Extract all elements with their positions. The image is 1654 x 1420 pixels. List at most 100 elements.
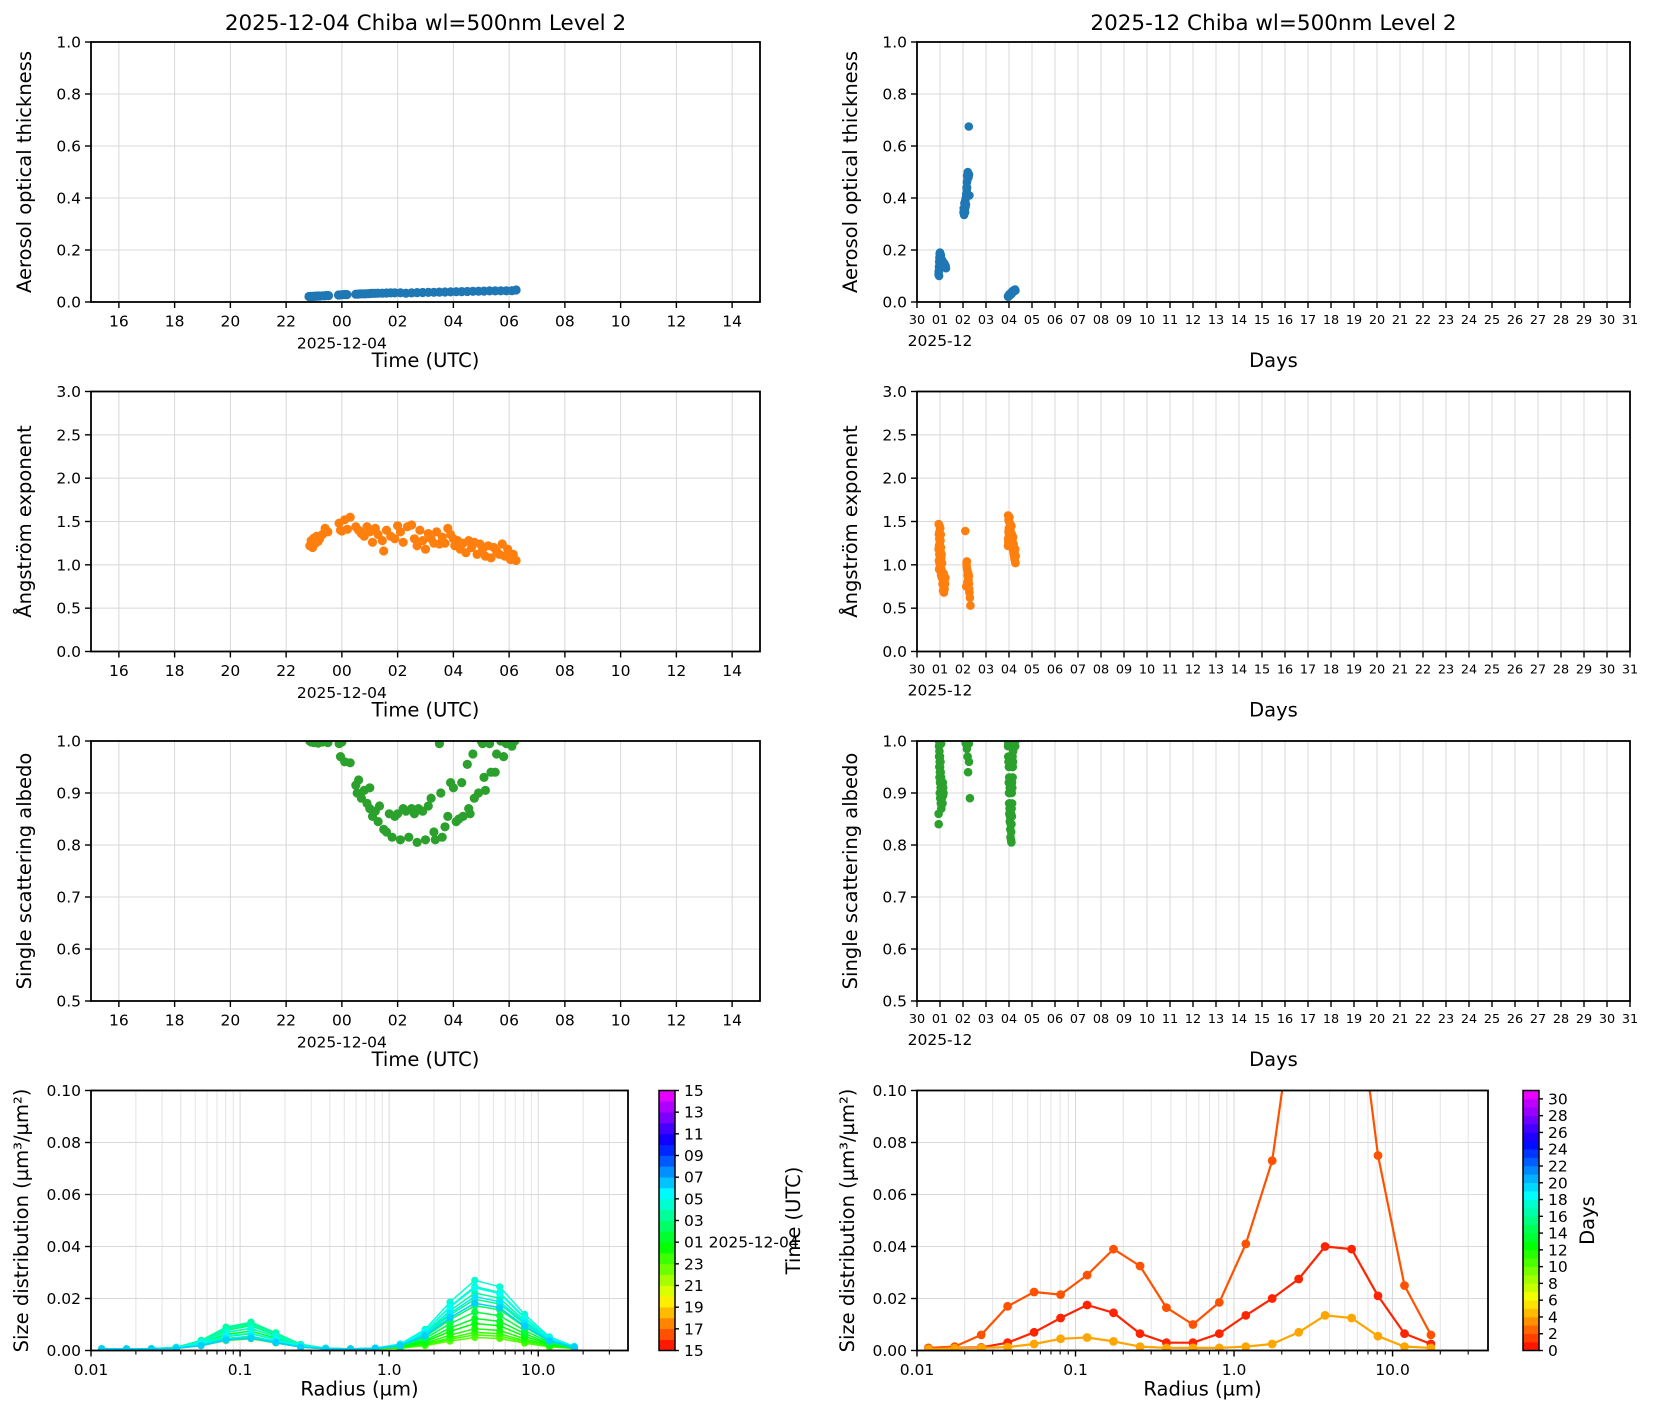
aot-daily-xtick: 10 — [611, 313, 631, 331]
aot-daily-xtick-date: 2025-12-04 — [297, 335, 387, 353]
ssa-daily-ylabel: Single scattering albedo — [13, 753, 36, 990]
ssa-daily-xtick: 20 — [221, 1012, 241, 1030]
ssa-monthly-xtick: 28 — [1553, 1012, 1569, 1027]
colorbar-days-tick: 22 — [1548, 1157, 1568, 1175]
ssa-daily-plot-border — [90, 740, 761, 1002]
angstrom-monthly-xtick: 04 — [1001, 662, 1017, 677]
size-distribution-daily-axis-ticks: 0.01 0.1 1.0 10.0 0.00 0.02 0.04 0.06 0.08 0.10 — [46, 1082, 610, 1379]
angstrom-monthly-xtick: 26 — [1507, 662, 1523, 677]
angstrom-daily-ytick: 0.5 — [56, 600, 81, 618]
ssa-daily-xtick: 08 — [555, 1012, 575, 1030]
angstrom-monthly-xtick: 16 — [1277, 662, 1293, 677]
colorbar-time-tick: 23 — [684, 1255, 704, 1273]
ssa-monthly-xtick: 09 — [1116, 1012, 1132, 1027]
angstrom-monthly-xtick: 10 — [1139, 662, 1155, 677]
aot-daily-xtick: 18 — [165, 313, 185, 331]
angstrom-daily-xtick: 16 — [109, 662, 129, 680]
aot-monthly-xtick: 30 — [909, 313, 925, 328]
aot-monthly-xtick: 22 — [1415, 313, 1431, 328]
ssa-monthly-xtick: 26 — [1507, 1012, 1523, 1027]
single-scattering-albedo-monthly — [934, 741, 1020, 847]
angstrom-daily-ytick: 1.0 — [56, 556, 81, 574]
aot-monthly-xtick: 28 — [1553, 313, 1569, 328]
size-distribution-daily-ylabel: Size distribution (µm³/µm²) — [10, 1089, 33, 1353]
colorbar-time-tick: 01 2025-12-04 — [684, 1234, 799, 1252]
aot-daily-xtick: 06 — [499, 313, 519, 331]
size-distribution-monthly-ylabel: Size distribution (µm³/µm²) — [836, 1089, 859, 1353]
ssa-monthly-ytick: 1.0 — [882, 733, 907, 751]
size-distribution-monthly-ytick: 0.00 — [872, 1342, 907, 1360]
angstrom-monthly-xtick: 21 — [1392, 662, 1408, 677]
aot-monthly-ytick: 0.8 — [882, 86, 907, 104]
angstrom-monthly-ytick: 1.0 — [882, 556, 907, 574]
angstrom-monthly-xtick: 08 — [1093, 662, 1109, 677]
ssa-monthly-grid — [916, 740, 1631, 1002]
angstrom-monthly-xtick: 11 — [1162, 662, 1178, 677]
size-distribution-monthly-axis-ticks: 0.01 0.1 1.0 10.0 0.00 0.02 0.04 0.06 0.08 0.10 — [872, 1082, 1469, 1379]
size-distribution-daily-plot-border — [90, 1089, 629, 1352]
ssa-monthly-xtick: 20 — [1369, 1012, 1385, 1027]
colorbar-days-tick: 18 — [1548, 1191, 1568, 1209]
colorbar-days-tick: 16 — [1548, 1208, 1568, 1226]
angstrom-daily-ytick: 2.5 — [56, 426, 81, 444]
ssa-daily-xtick: 10 — [611, 1012, 631, 1030]
colorbar-days-tick: 2 — [1548, 1325, 1558, 1343]
angstrom-monthly-xtick-date: 2025-12 — [908, 681, 973, 699]
aot-monthly-xtick: 26 — [1507, 313, 1523, 328]
colorbar-time-tick: 09 — [684, 1147, 704, 1165]
aot-monthly-ytick: 0.6 — [882, 138, 907, 156]
ssa-monthly-plot-border — [916, 740, 1631, 1002]
angstrom-monthly-xtick: 23 — [1438, 662, 1454, 677]
ssa-monthly-xtick: 23 — [1438, 1012, 1454, 1027]
colorbar-days-tick: 20 — [1548, 1174, 1568, 1192]
aot-monthly-xtick: 04 — [1001, 313, 1017, 328]
angstrom-monthly-xtick: 25 — [1484, 662, 1500, 677]
angstrom-monthly-grid — [916, 391, 1631, 652]
size-distribution-monthly-xtick: 0.1 — [1063, 1361, 1088, 1379]
aot-daily-ytick: 0.6 — [56, 138, 81, 156]
size-distribution-monthly-xtick: 1.0 — [1222, 1361, 1247, 1379]
colorbar-time-tick: 05 — [684, 1190, 704, 1208]
angstrom-daily-ytick: 3.0 — [56, 383, 81, 401]
aot-monthly-ytick: 1.0 — [882, 34, 907, 52]
ssa-monthly-xtick: 21 — [1392, 1012, 1408, 1027]
angstrom-monthly-xtick: 28 — [1553, 662, 1569, 677]
ssa-daily-ytick: 0.5 — [56, 993, 81, 1011]
size-distribution-daily-ytick: 0.00 — [46, 1342, 81, 1360]
size-distribution-daily-ytick: 0.10 — [46, 1082, 81, 1100]
ssa-daily-xtick: 04 — [444, 1012, 464, 1030]
angstrom-daily-series-layer — [305, 512, 521, 566]
sdist-06:20 — [98, 1299, 578, 1351]
sdist-day-02 — [924, 1090, 1436, 1351]
aot-daily-xtick: 00 — [332, 313, 352, 331]
ssa-monthly-xtick: 06 — [1047, 1012, 1063, 1027]
angstrom-monthly-xlabel: Days — [1249, 699, 1298, 722]
aot-daily-xtick: 12 — [667, 313, 687, 331]
aot-monthly-xtick: 27 — [1530, 313, 1546, 328]
angstrom-daily-xtick: 10 — [611, 662, 631, 680]
ssa-daily-xtick-date: 2025-12-04 — [297, 1034, 387, 1052]
ssa-monthly-ytick: 0.7 — [882, 889, 907, 907]
colorbar-time-tick: 11 — [684, 1125, 704, 1143]
ssa-daily-series-layer — [305, 741, 520, 848]
ssa-daily-ytick: 1.0 — [56, 733, 81, 751]
aot-monthly-xtick: 20 — [1369, 313, 1385, 328]
size-distribution-daily-ytick: 0.06 — [46, 1186, 81, 1204]
colorbar-days-tick: 26 — [1548, 1124, 1568, 1142]
aot-monthly-xtick: 19 — [1346, 313, 1362, 328]
angstrom-monthly-ytick: 0.5 — [882, 600, 907, 618]
aot-daily-series-layer — [304, 285, 521, 302]
colorbar-time-tick: 07 — [684, 1169, 704, 1187]
angstrom-monthly-ylabel: Ångström exponent — [839, 425, 862, 618]
angstrom-monthly-axis-ticks: 30 01 2025-12 02 03 04 05 06 07 08 09 10 11 12 13 14 15 1… — [882, 383, 1638, 699]
sdist-day-01 — [924, 1242, 1436, 1351]
angstrom-monthly-xtick: 14 — [1231, 662, 1247, 677]
aot-monthly-xtick: 31 — [1622, 313, 1638, 328]
ssa-monthly-xtick: 07 — [1070, 1012, 1086, 1027]
sdist-05:50 — [98, 1293, 578, 1351]
angstrom-daily-xtick-date: 2025-12-04 — [297, 684, 387, 702]
angstrom-exponent — [305, 512, 521, 566]
angstrom-monthly-xtick: 29 — [1576, 662, 1592, 677]
